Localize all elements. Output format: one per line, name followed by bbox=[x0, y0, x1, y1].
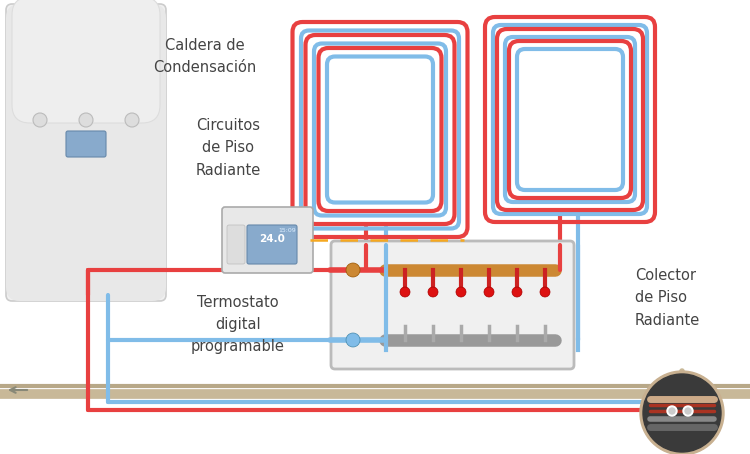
FancyBboxPatch shape bbox=[6, 4, 166, 301]
Text: 24.0: 24.0 bbox=[259, 234, 285, 244]
Circle shape bbox=[346, 263, 360, 277]
Text: Termostato
digital
programable: Termostato digital programable bbox=[191, 295, 285, 355]
Circle shape bbox=[685, 408, 691, 414]
Circle shape bbox=[669, 408, 675, 414]
Text: Colector
de Piso
Radiante: Colector de Piso Radiante bbox=[635, 268, 700, 328]
FancyBboxPatch shape bbox=[12, 0, 160, 123]
Circle shape bbox=[683, 406, 693, 416]
FancyBboxPatch shape bbox=[222, 207, 313, 273]
Text: Caldera de
Condensación: Caldera de Condensación bbox=[153, 38, 256, 75]
FancyBboxPatch shape bbox=[6, 4, 166, 301]
Circle shape bbox=[512, 287, 522, 297]
FancyBboxPatch shape bbox=[247, 225, 297, 264]
FancyBboxPatch shape bbox=[66, 131, 106, 157]
Circle shape bbox=[540, 287, 550, 297]
Circle shape bbox=[484, 287, 494, 297]
FancyBboxPatch shape bbox=[331, 241, 574, 369]
Circle shape bbox=[346, 333, 360, 347]
Circle shape bbox=[125, 113, 139, 127]
Circle shape bbox=[79, 113, 93, 127]
Text: 15:09: 15:09 bbox=[278, 228, 296, 233]
Circle shape bbox=[456, 287, 466, 297]
Circle shape bbox=[400, 287, 410, 297]
FancyBboxPatch shape bbox=[227, 225, 245, 264]
Circle shape bbox=[640, 371, 724, 454]
Circle shape bbox=[667, 406, 677, 416]
Circle shape bbox=[33, 113, 47, 127]
Circle shape bbox=[428, 287, 438, 297]
Circle shape bbox=[643, 374, 721, 452]
Text: Circuitos
de Piso
Radiante: Circuitos de Piso Radiante bbox=[195, 118, 261, 178]
